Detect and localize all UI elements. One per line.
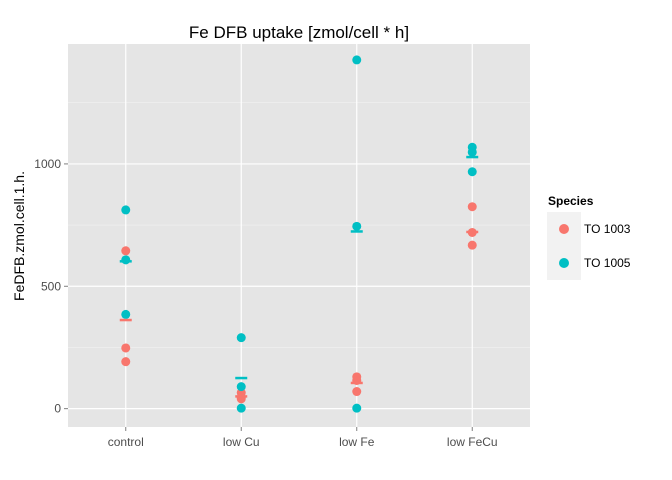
y-axis-ticks: 0 500 1000 — [34, 157, 68, 416]
data-point — [352, 387, 362, 397]
grid-lines — [68, 44, 530, 427]
legend-label-to1003: TO 1003 — [584, 222, 631, 236]
data-point — [352, 55, 362, 65]
y-tick-label: 500 — [41, 279, 61, 293]
mean-markers — [119, 155, 479, 398]
data-point — [236, 333, 246, 343]
data-point — [236, 382, 246, 392]
x-axis-ticks: control low Cu low Fe low FeCu — [108, 427, 498, 449]
x-tick-label: low Fe — [339, 435, 375, 449]
data-point — [121, 357, 131, 367]
legend: Species TO 1003 TO 1005 — [547, 194, 631, 280]
data-point — [121, 309, 131, 319]
legend-label-to1005: TO 1005 — [584, 256, 631, 270]
data-point — [121, 246, 131, 256]
data-point — [467, 167, 477, 177]
chart-title: Fe DFB uptake [zmol/cell * h] — [189, 23, 409, 42]
data-point — [236, 403, 246, 413]
legend-key-to1003 — [559, 224, 569, 234]
data-point — [121, 343, 131, 353]
data-point — [352, 403, 362, 413]
x-tick-label: control — [108, 435, 144, 449]
y-axis-label: FeDFB.zmol.cell.1.h. — [11, 171, 27, 301]
data-point — [352, 221, 362, 231]
data-point — [467, 202, 477, 212]
data-point — [467, 240, 477, 250]
data-point — [121, 255, 131, 265]
legend-key-to1005 — [559, 258, 569, 268]
data-point — [467, 147, 477, 157]
x-tick-label: low Cu — [223, 435, 260, 449]
y-tick-label: 1000 — [34, 157, 61, 171]
y-tick-label: 0 — [54, 402, 61, 416]
plot-panel — [68, 44, 530, 427]
legend-title: Species — [548, 194, 594, 208]
data-point — [121, 205, 131, 215]
x-tick-label: low FeCu — [447, 435, 498, 449]
